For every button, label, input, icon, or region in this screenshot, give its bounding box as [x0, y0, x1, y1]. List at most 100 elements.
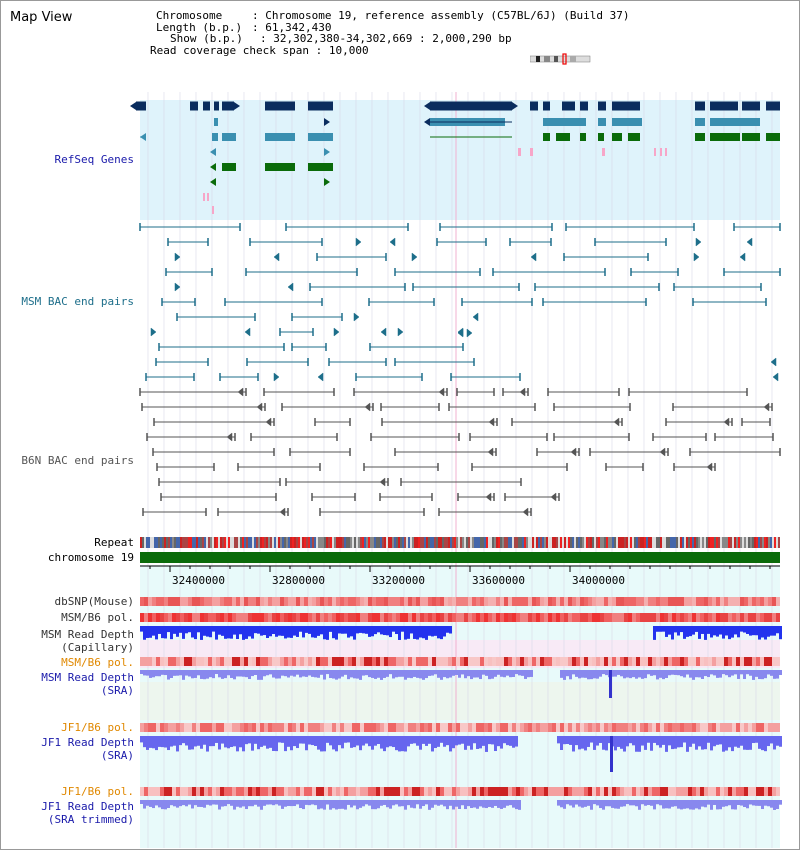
depth-bar [305, 800, 308, 805]
heat-cell [168, 787, 172, 796]
depth-bar [689, 736, 692, 747]
heat-cell [352, 657, 356, 666]
heat-cell [420, 597, 424, 606]
heat-cell [616, 613, 620, 622]
depth-bar [401, 800, 404, 807]
heat-cell [140, 723, 144, 732]
depth-bar [179, 736, 182, 746]
refseq-track-label: RefSeq Genes [55, 153, 134, 166]
repeat-bar [708, 537, 710, 548]
heat-cell [480, 787, 484, 796]
heat-cell [712, 723, 716, 732]
depth-bar [638, 800, 641, 810]
heat-cell [696, 787, 700, 796]
depth-bar [716, 736, 719, 745]
repeat-bar [452, 537, 454, 548]
heat-cell [684, 723, 688, 732]
heat-cell [496, 723, 500, 732]
heat-cell [188, 657, 192, 666]
depth-bar [227, 626, 230, 639]
depth-bar [386, 626, 389, 636]
heat-cell [272, 787, 276, 796]
heat-cell [264, 723, 268, 732]
repeat-bar [760, 537, 762, 548]
depth-bar [605, 736, 608, 751]
depth-bar [776, 736, 779, 746]
heat-cell [320, 597, 324, 606]
repeat-bar [720, 537, 722, 548]
repeat-bar [158, 537, 160, 548]
heat-cell [400, 723, 404, 732]
heat-cell [736, 657, 740, 666]
heat-cell [308, 787, 312, 796]
depth-bar [338, 670, 341, 679]
depth-bar [344, 736, 347, 743]
depth-bar [377, 736, 380, 745]
depth-bar [746, 670, 749, 675]
depth-bar [338, 736, 341, 746]
depth-bar [152, 670, 155, 678]
heat-cell [668, 787, 672, 796]
gene-feature [598, 101, 606, 111]
depth-bar [743, 736, 746, 750]
heat-cell [716, 597, 720, 606]
heat-cell [568, 787, 572, 796]
repeat-bar [642, 537, 644, 548]
depth-bar [359, 800, 362, 808]
repeat-bar [562, 537, 564, 548]
gene-arrow [324, 148, 330, 156]
depth-bar [272, 800, 275, 806]
repeat-bar [292, 537, 294, 548]
heat-cell [148, 597, 152, 606]
heat-cell [180, 787, 184, 796]
repeat-bar [600, 537, 602, 548]
jf1-read-depth-sra-label: JF1 Read Depth [41, 736, 134, 749]
depth-bar [311, 670, 314, 677]
depth-bar [326, 736, 329, 743]
heat-cell [156, 597, 160, 606]
heat-cell [396, 613, 400, 622]
depth-bar [311, 736, 314, 746]
depth-bar [221, 736, 224, 744]
heat-cell [512, 787, 516, 796]
heat-cell [580, 723, 584, 732]
chromosome-ideogram[interactable] [530, 53, 592, 65]
depth-bar [512, 670, 515, 677]
depth-bar [416, 626, 419, 640]
chromosome-label: Chromosome: Chromosome 19, reference ass… [156, 9, 630, 22]
heat-cell [584, 723, 588, 732]
heat-cell [352, 787, 356, 796]
heat-cell [348, 723, 352, 732]
depth-bar [257, 626, 260, 634]
depth-bar [290, 736, 293, 751]
depth-bar [221, 800, 224, 807]
heat-cell [152, 613, 156, 622]
repeat-bar [490, 537, 492, 548]
gene-feature [265, 133, 295, 141]
depth-bar [443, 670, 446, 678]
heat-cell [312, 657, 316, 666]
repeat-bar [236, 537, 238, 548]
heat-cell [348, 597, 352, 606]
repeat-bar [206, 537, 208, 548]
snp-mark [203, 193, 205, 201]
heat-cell [640, 787, 644, 796]
depth-bar [158, 736, 161, 747]
depth-bar [245, 800, 248, 810]
repeat-bar [192, 537, 194, 548]
gene-feature [308, 163, 333, 171]
depth-bar [323, 626, 326, 640]
heat-cell [160, 597, 164, 606]
heat-cell [764, 597, 768, 606]
depth-bar [218, 736, 221, 750]
heat-cell [328, 723, 332, 732]
bac-end-marker [237, 387, 244, 397]
depth-bar [425, 626, 428, 640]
depth-bar [143, 800, 146, 809]
depth-bar [419, 736, 422, 750]
repeat-bar [726, 537, 728, 548]
depth-bar [713, 800, 716, 805]
depth-bar [617, 736, 620, 747]
depth-bar [248, 626, 251, 637]
